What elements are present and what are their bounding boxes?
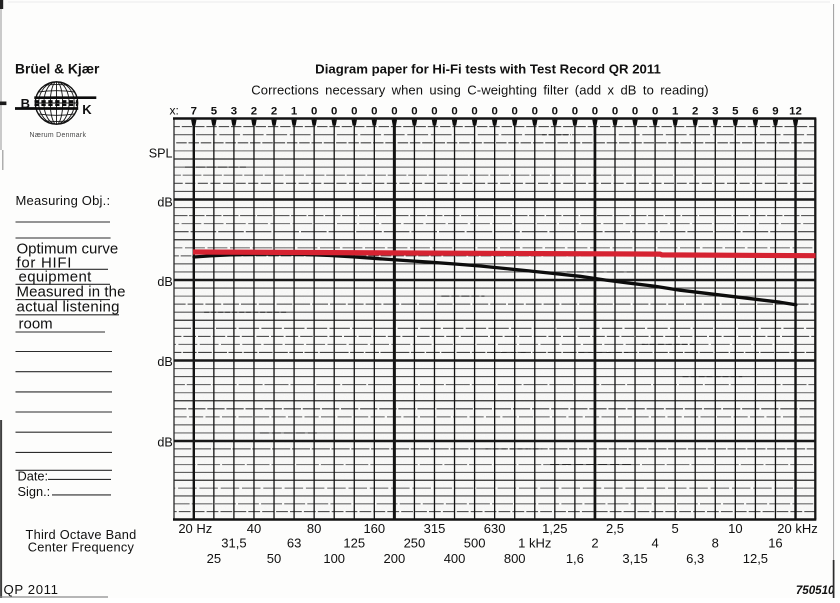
svg-text:0: 0: [632, 106, 638, 118]
svg-text:QP 2011: QP 2011: [4, 582, 59, 597]
svg-text:0: 0: [572, 106, 578, 118]
svg-text:6,3: 6,3: [686, 551, 704, 566]
svg-text:2: 2: [591, 536, 598, 551]
svg-text:Brüel & Kjær: Brüel & Kjær: [15, 62, 100, 77]
svg-text:Measured in the: Measured in the: [17, 283, 126, 300]
svg-text:0: 0: [391, 106, 397, 118]
svg-text:160: 160: [363, 521, 385, 536]
svg-text:63: 63: [287, 536, 301, 551]
svg-text:5: 5: [672, 521, 679, 536]
svg-text:dB: dB: [157, 435, 172, 449]
svg-text:5: 5: [211, 106, 218, 118]
svg-text:0: 0: [351, 106, 357, 118]
svg-text:0: 0: [451, 106, 457, 118]
svg-text:500: 500: [464, 536, 486, 551]
svg-text:0: 0: [612, 106, 618, 118]
svg-text:x:: x:: [170, 104, 179, 118]
svg-text:1,25: 1,25: [542, 521, 567, 536]
svg-text:12,5: 12,5: [743, 551, 768, 566]
svg-text:0: 0: [311, 106, 317, 118]
svg-text:9: 9: [772, 106, 778, 118]
svg-text:400: 400: [444, 551, 466, 566]
svg-text:250: 250: [404, 536, 426, 551]
svg-text:31,5: 31,5: [221, 536, 246, 551]
svg-text:7: 7: [191, 106, 197, 118]
svg-text:50: 50: [267, 551, 281, 566]
svg-text:Nærum Denmark: Nærum Denmark: [30, 132, 87, 139]
svg-text:0: 0: [471, 106, 477, 118]
svg-text:Optimum curve: Optimum curve: [17, 240, 119, 257]
svg-text:Center Frequency: Center Frequency: [28, 540, 135, 555]
svg-text:0: 0: [512, 106, 518, 118]
svg-text:Third Octave Band: Third Octave Band: [26, 527, 137, 542]
svg-text:125: 125: [343, 536, 365, 551]
svg-text:1: 1: [291, 106, 298, 118]
svg-text:0: 0: [331, 106, 337, 118]
svg-text:20 Hz: 20 Hz: [178, 521, 212, 536]
svg-text:0: 0: [371, 106, 377, 118]
svg-text:actual listening: actual listening: [17, 299, 120, 316]
svg-text:750510: 750510: [796, 584, 835, 597]
svg-text:2: 2: [692, 106, 698, 118]
svg-text:equipment: equipment: [19, 268, 93, 285]
svg-text:20 kHz: 20 kHz: [777, 521, 817, 536]
svg-text:3,15: 3,15: [622, 551, 647, 566]
svg-text:for HIFI: for HIFI: [17, 254, 73, 271]
svg-text:0: 0: [491, 106, 497, 118]
svg-text:5: 5: [732, 106, 739, 118]
svg-text:Diagram paper for Hi-Fi tests: Diagram paper for Hi-Fi tests with Test …: [315, 62, 661, 77]
svg-text:100: 100: [323, 551, 345, 566]
svg-text:2: 2: [251, 106, 257, 118]
svg-text:6: 6: [752, 106, 758, 118]
svg-text:0: 0: [552, 106, 558, 118]
svg-text:12: 12: [789, 106, 802, 118]
svg-text:K: K: [82, 102, 92, 117]
svg-text:8: 8: [712, 536, 719, 551]
svg-text:0: 0: [532, 106, 538, 118]
svg-text:1 kHz: 1 kHz: [518, 536, 551, 551]
svg-text:800: 800: [504, 551, 526, 566]
svg-text:2: 2: [271, 106, 277, 118]
svg-text:Sign.:: Sign.:: [18, 484, 51, 499]
svg-text:0: 0: [652, 106, 658, 118]
svg-text:40: 40: [247, 521, 261, 536]
svg-text:3: 3: [712, 106, 718, 118]
svg-text:315: 315: [424, 521, 446, 536]
svg-text:16: 16: [768, 536, 782, 551]
svg-text:25: 25: [207, 551, 221, 566]
svg-text:1,6: 1,6: [566, 551, 584, 566]
svg-text:0: 0: [411, 106, 417, 118]
svg-text:room: room: [19, 316, 53, 333]
svg-text:200: 200: [384, 551, 406, 566]
svg-text:4: 4: [651, 536, 658, 551]
svg-text:Measuring Obj.:: Measuring Obj.:: [16, 193, 111, 208]
svg-text:0: 0: [431, 106, 437, 118]
svg-text:dB: dB: [157, 275, 172, 289]
svg-text:B: B: [21, 96, 30, 111]
svg-text:SPL: SPL: [149, 147, 173, 161]
svg-text:630: 630: [484, 521, 506, 536]
svg-text:1: 1: [672, 106, 679, 118]
svg-text:Corrections necessary when usi: Corrections necessary when using C-weigh…: [251, 83, 708, 98]
svg-text:10: 10: [728, 521, 742, 536]
svg-text:dB: dB: [157, 355, 172, 369]
svg-text:dB: dB: [157, 196, 172, 210]
svg-text:80: 80: [307, 521, 321, 536]
svg-text:3: 3: [231, 106, 237, 118]
svg-text:2,5: 2,5: [606, 521, 624, 536]
svg-text:0: 0: [592, 106, 598, 118]
svg-text:Date:: Date:: [18, 469, 49, 484]
